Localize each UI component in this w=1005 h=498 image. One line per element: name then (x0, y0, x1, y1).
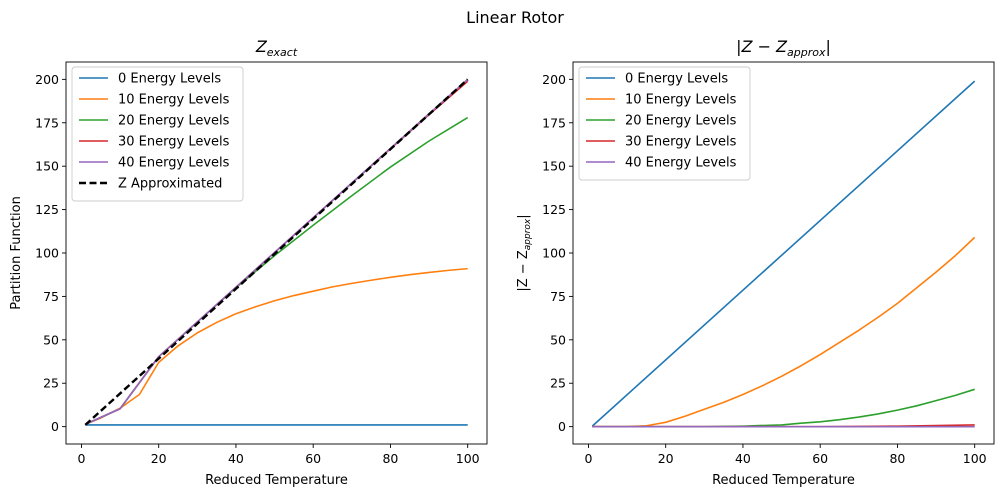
y-tick-label: 75 (550, 289, 566, 304)
x-tick-label: 60 (812, 451, 828, 466)
series-line-z-approximated (84, 78, 469, 426)
series-line-0-energy-levels (591, 80, 976, 427)
legend-entry: 40 Energy Levels (625, 156, 737, 171)
x-tick-label: 80 (889, 451, 905, 466)
y-tick-label: 175 (35, 115, 59, 130)
x-tick-label: 40 (735, 451, 751, 466)
legend-entry: 0 Energy Levels (118, 72, 221, 87)
legend-entry: Z Approximated (118, 177, 222, 192)
y-tick-label: 200 (542, 72, 566, 87)
subplot-right: 0 20 40 60 80 100 0 25 50 75 100 125 150 175 200 Reduce… (516, 37, 995, 488)
y-tick-label: 100 (35, 246, 59, 261)
x-tick-label: 100 (963, 451, 987, 466)
legend-entry: 10 Energy Levels (625, 93, 737, 108)
subplot-left: 0 20 40 60 80 100 0 25 50 75 100 125 150 175 200 Reduce… (9, 37, 488, 488)
legend-entry: 40 Energy Levels (118, 156, 230, 171)
y-tick-label: 50 (550, 332, 566, 347)
x-tick-label: 80 (382, 451, 398, 466)
y-tick-label: 125 (35, 202, 59, 217)
legend-entry: 20 Energy Levels (625, 114, 737, 129)
legend-entry: 20 Energy Levels (118, 114, 230, 129)
legend (71, 66, 244, 202)
subplot-title: |Z − Zapprox| (736, 37, 831, 59)
y-tick-label: 75 (43, 289, 59, 304)
legend (578, 66, 751, 181)
y-tick-label: 0 (51, 419, 59, 434)
subplot-title: Zexact (255, 37, 298, 59)
y-tick-label: 25 (43, 376, 59, 391)
y-tick-label: 0 (558, 419, 566, 434)
x-tick-label: 40 (228, 451, 244, 466)
y-axis-label: Partition Function (9, 196, 24, 310)
y-axis-label: |Z − Zapprox| (516, 214, 533, 291)
legend-entry: 30 Energy Levels (118, 135, 230, 150)
y-tick-label: 25 (550, 376, 566, 391)
y-tick-label: 125 (542, 202, 566, 217)
x-tick-label: 0 (584, 451, 592, 466)
series-line-20-energy-levels (592, 388, 975, 428)
y-tick-label: 100 (542, 246, 566, 261)
legend-entry: 30 Energy Levels (625, 135, 737, 150)
x-tick-label: 20 (658, 451, 674, 466)
y-tick-label: 175 (542, 115, 566, 130)
series-line-10-energy-levels (592, 236, 976, 428)
x-axis-label: Reduced Temperature (205, 473, 348, 488)
x-tick-label: 20 (151, 451, 167, 466)
figure-suptitle: Linear Rotor (466, 8, 564, 27)
x-tick-label: 0 (77, 451, 85, 466)
legend-entry: 0 Energy Levels (625, 72, 728, 87)
y-tick-label: 150 (542, 159, 566, 174)
x-tick-label: 100 (456, 451, 480, 466)
legend-entry: 10 Energy Levels (118, 93, 230, 108)
y-tick-label: 50 (43, 332, 59, 347)
y-tick-label: 200 (35, 72, 59, 87)
x-axis-label: Reduced Temperature (712, 473, 855, 488)
series-line-10-energy-levels (85, 267, 468, 426)
y-tick-label: 150 (35, 159, 59, 174)
x-tick-label: 60 (305, 451, 321, 466)
